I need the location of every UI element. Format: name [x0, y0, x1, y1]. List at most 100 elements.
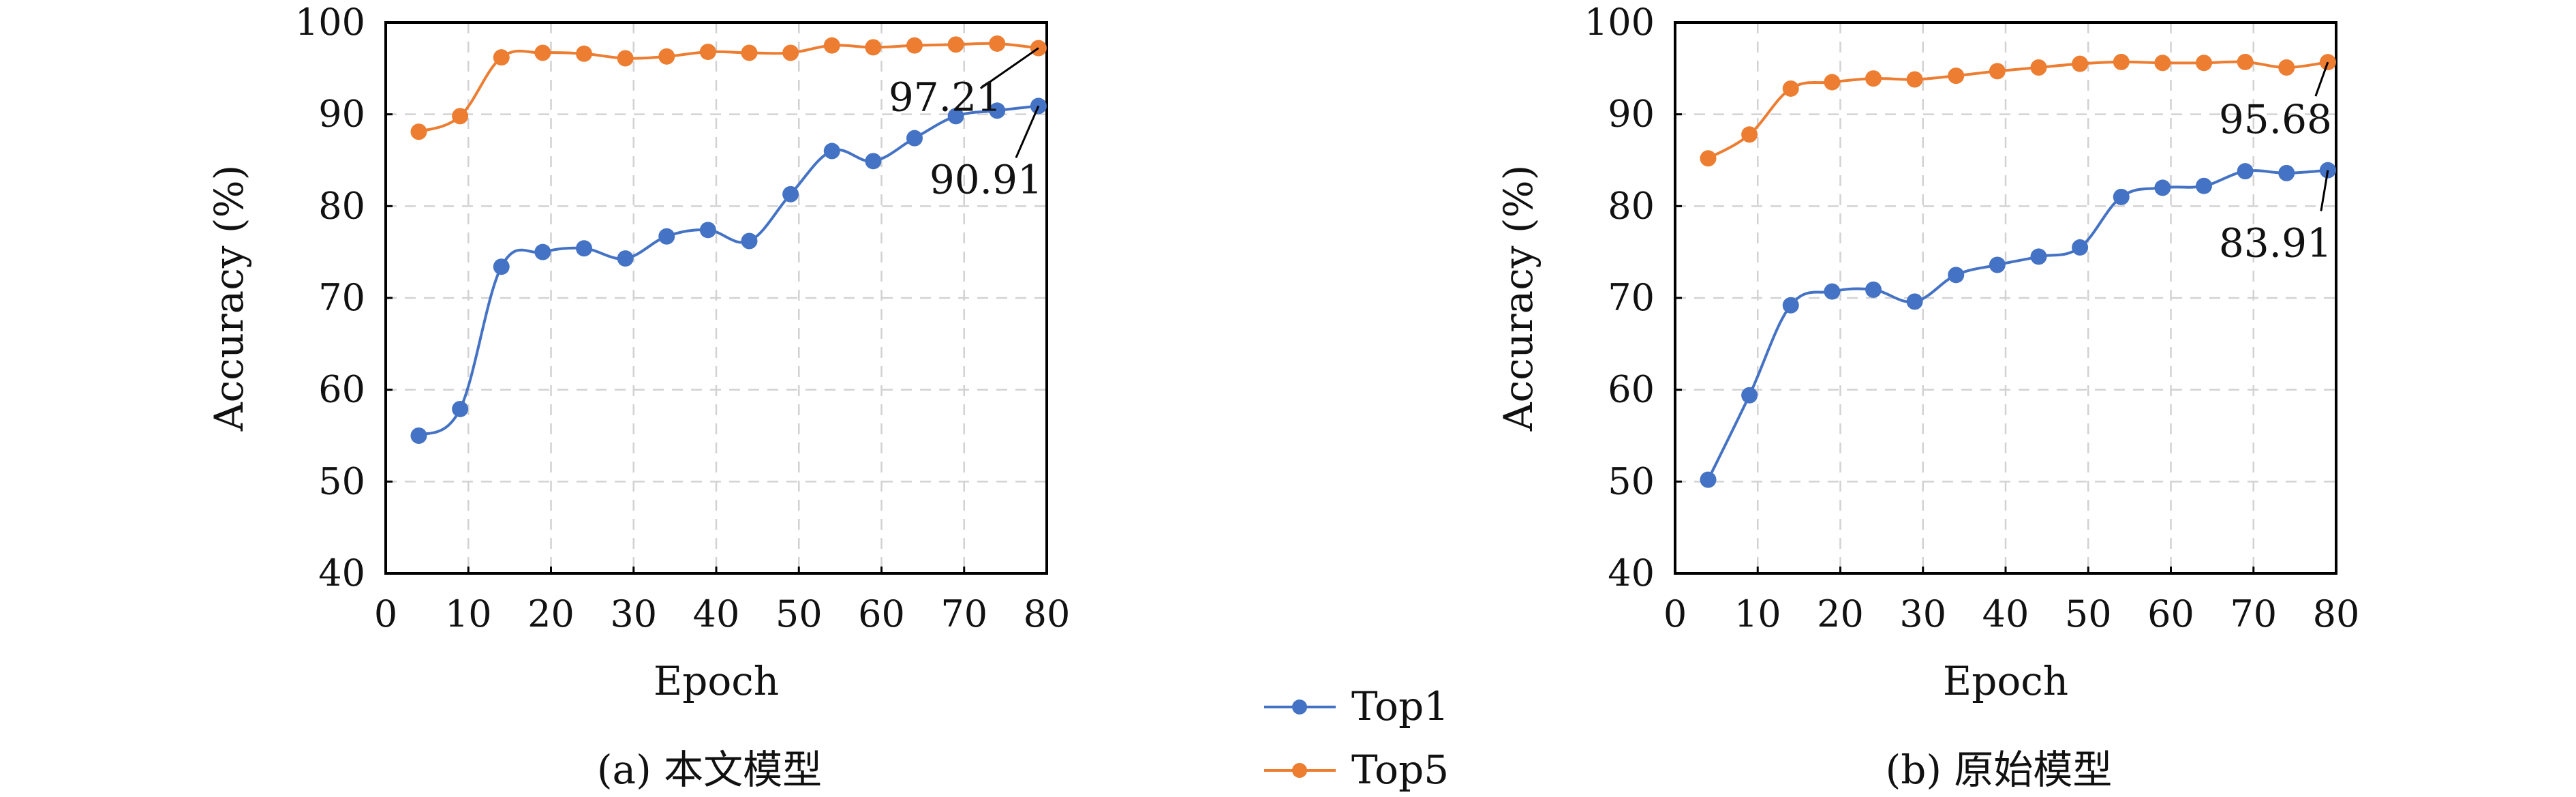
- data-point-top5: [2278, 59, 2295, 76]
- y-tick-label: 80: [318, 184, 365, 227]
- annotation-leader-line: [1015, 105, 1040, 159]
- data-point-top1: [1948, 267, 1965, 284]
- data-point-top1: [823, 142, 840, 160]
- value-annotation: 90.91: [930, 105, 1043, 202]
- data-point-top5: [1700, 150, 1717, 167]
- y-tick-label: 60: [1608, 368, 1655, 411]
- x-tick-label: 50: [2065, 592, 2112, 635]
- y-tick-label: 50: [318, 460, 365, 502]
- data-point-top1: [1906, 293, 1923, 310]
- value-annotation: 95.68: [2219, 61, 2332, 142]
- y-tick-label: 60: [318, 368, 365, 411]
- data-point-top1: [2030, 248, 2047, 265]
- series-top1: [410, 97, 1047, 444]
- x-tick-label: 20: [527, 592, 574, 635]
- data-point-top5: [2237, 53, 2254, 70]
- data-point-top5: [2196, 55, 2212, 72]
- data-point-top5: [1865, 70, 1882, 87]
- data-point-top5: [782, 44, 799, 61]
- value-annotation: 97.21: [889, 47, 1039, 121]
- data-point-top1: [617, 250, 634, 267]
- x-tick-label: 40: [693, 592, 740, 635]
- grid: [386, 22, 1047, 573]
- legend: Top1 Top5: [1264, 683, 1449, 793]
- series-line-top5: [1707, 60, 2329, 160]
- x-tick-label: 30: [610, 592, 657, 635]
- y-tick-label: 100: [295, 1, 365, 44]
- data-point-top5: [699, 44, 716, 61]
- x-tick-label: 70: [940, 592, 987, 635]
- data-point-top5: [1948, 67, 1965, 85]
- data-point-top5: [865, 39, 882, 56]
- y-tick-label: 100: [1584, 1, 1655, 44]
- annotation-label: 97.21: [889, 74, 1002, 121]
- data-point-top1: [989, 102, 1006, 119]
- x-tick-label: 40: [1982, 592, 2029, 635]
- data-point-top5: [2030, 59, 2047, 76]
- y-tick-label: 90: [1608, 93, 1655, 136]
- legend-marker-top1: [1292, 700, 1307, 715]
- x-tick-label: 60: [858, 592, 905, 635]
- data-point-top5: [2154, 55, 2171, 72]
- data-point-top1: [782, 185, 799, 202]
- data-point-top5: [947, 36, 964, 53]
- x-tick-label: 10: [1734, 592, 1781, 635]
- x-tick-label: 0: [1663, 592, 1687, 635]
- data-point-top1: [452, 400, 469, 417]
- data-point-top5: [658, 48, 675, 65]
- annotation-leader-line: [2314, 61, 2329, 97]
- chart-b: 0 10 20 30 40 50 60 70 80 40 50 60 70 80 90 100 Epoch Acc…: [1495, 1, 2359, 793]
- data-point-top1: [2278, 164, 2295, 181]
- data-point-top5: [989, 35, 1006, 52]
- x-tick-label: 20: [1817, 592, 1864, 635]
- data-point-top1: [906, 130, 923, 147]
- annotation-leader-line: [980, 47, 1039, 89]
- annotation-label: 83.91: [2219, 220, 2332, 267]
- legend-label-top1: Top1: [1351, 683, 1449, 730]
- x-axis-title: Epoch: [1943, 658, 2068, 704]
- legend-item-top5: Top5: [1264, 747, 1449, 793]
- data-point-top5: [1906, 71, 1923, 88]
- y-tick-label: 70: [1608, 276, 1655, 319]
- data-point-top1: [2113, 188, 2130, 205]
- data-point-top1: [947, 108, 964, 125]
- data-point-top1: [534, 243, 551, 260]
- data-point-top5: [410, 123, 427, 140]
- value-annotation: 83.91: [2219, 170, 2332, 267]
- legend-label-top5: Top5: [1351, 747, 1449, 793]
- data-point-top1: [1741, 387, 1758, 404]
- y-tick-label: 50: [1608, 460, 1655, 502]
- data-point-top1: [493, 258, 510, 275]
- x-tick-label: 60: [2147, 592, 2194, 635]
- x-axis-title: Epoch: [654, 658, 779, 704]
- data-point-top5: [2072, 55, 2089, 72]
- data-point-top1: [576, 240, 592, 257]
- data-point-top1: [865, 153, 882, 170]
- series-top5: [410, 35, 1047, 140]
- panel-caption: (a) 本文模型: [597, 747, 822, 793]
- data-point-top5: [576, 45, 592, 62]
- chart-a: 0 10 20 30 40 50 60 70 80 40 50 60 70 80 90 100 Epoch Acc…: [206, 1, 1070, 793]
- data-point-top1: [1989, 256, 2006, 273]
- x-tick-label: 0: [374, 592, 397, 635]
- data-point-top1: [741, 232, 758, 250]
- series-top1: [1700, 162, 2336, 488]
- data-point-top5: [534, 44, 551, 61]
- y-tick-label: 70: [318, 276, 365, 319]
- y-axis-title: Accuracy (%): [1495, 165, 1542, 432]
- data-point-top1: [658, 228, 675, 245]
- panel-caption: (b) 原始模型: [1886, 747, 2113, 793]
- y-tick-label: 40: [1608, 552, 1655, 595]
- data-point-top5: [1741, 126, 1758, 143]
- y-axis-title: Accuracy (%): [206, 165, 252, 432]
- data-point-top1: [2072, 239, 2089, 256]
- data-point-top1: [410, 427, 427, 444]
- data-point-top1: [1782, 297, 1799, 314]
- data-point-top1: [2154, 179, 2171, 196]
- x-tick-label: 80: [1024, 592, 1071, 635]
- data-point-top1: [699, 222, 716, 239]
- y-tick-label: 40: [318, 552, 365, 595]
- data-point-top1: [2237, 163, 2254, 180]
